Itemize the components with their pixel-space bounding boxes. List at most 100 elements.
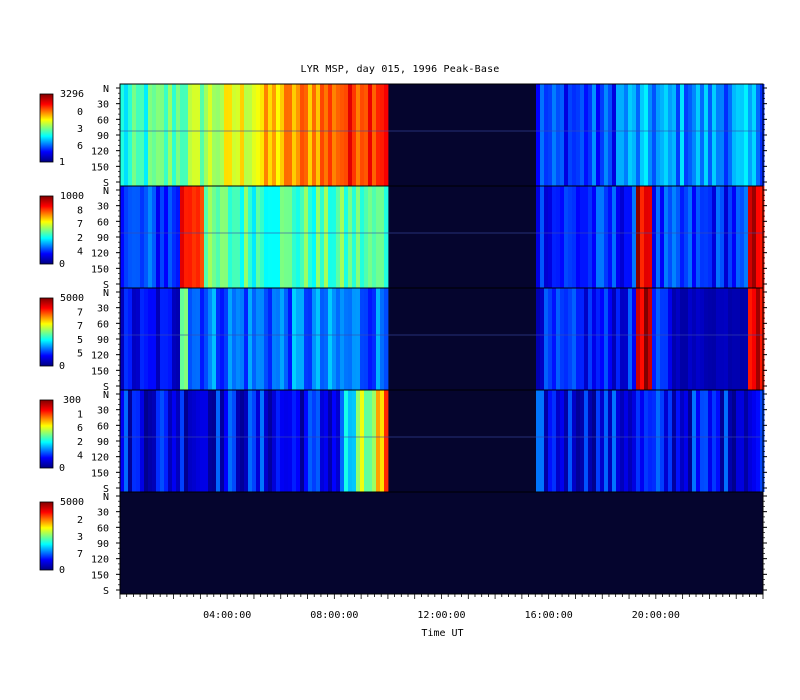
keogram-strip (368, 390, 373, 492)
keogram-strip (716, 288, 721, 390)
keogram-strip (340, 288, 345, 390)
keogram-strip (588, 186, 593, 288)
keogram-strip (572, 390, 577, 492)
colorbar-2: 1000 8 7 2 4 0 (39, 191, 84, 270)
keogram-strip (168, 390, 173, 492)
keogram-strip (756, 390, 761, 492)
keogram-strip (544, 390, 549, 492)
y-tick-label: 30 (97, 304, 109, 315)
keogram-strip (740, 84, 745, 186)
keogram-strip (568, 84, 573, 186)
keogram-strip (256, 390, 261, 492)
keogram-strip (652, 84, 657, 186)
colorbar-3: 5000 7 7 5 5 0 (39, 293, 84, 372)
keogram-strip (548, 390, 553, 492)
panel-2: N 30 60 90 120 150 S (91, 185, 767, 291)
keogram-strip (744, 84, 749, 186)
keogram-strip (648, 288, 653, 390)
keogram-strip (592, 186, 597, 288)
keogram-strip (640, 390, 645, 492)
keogram-strip (328, 390, 333, 492)
keogram-strip (592, 390, 597, 492)
keogram-strip (688, 186, 693, 288)
keogram-strip (360, 288, 365, 390)
keogram-strip (760, 288, 765, 390)
keogram-strip (140, 186, 145, 288)
keogram-strip (124, 186, 129, 288)
keogram-strip (732, 186, 737, 288)
keogram-strip (344, 186, 349, 288)
keogram-strip (360, 186, 365, 288)
keogram-strip (584, 390, 589, 492)
keogram-strip (740, 288, 745, 390)
keogram-strip (672, 288, 677, 390)
keogram-strip (312, 390, 317, 492)
keogram-strip (668, 390, 673, 492)
keogram-strip (708, 390, 713, 492)
keogram-strip (364, 288, 369, 390)
keogram-strip (236, 288, 241, 390)
keogram-strip (340, 390, 345, 492)
y-tick-label: S (103, 280, 109, 291)
y-tick-label: N (103, 186, 109, 197)
colorbar-min-label: 0 (59, 259, 65, 270)
keogram-strip (224, 84, 229, 186)
keogram-strip (556, 84, 561, 186)
keogram-strip (180, 288, 185, 390)
keogram-strip (540, 288, 545, 390)
keogram-strip (356, 288, 361, 390)
y-tick-label: S (103, 484, 109, 495)
keogram-strip (120, 186, 125, 288)
colorbar-min-label: 0 (59, 463, 65, 474)
keogram-strip (216, 186, 221, 288)
keogram-strip (692, 186, 697, 288)
keogram-strip (148, 390, 153, 492)
keogram-strip (616, 288, 621, 390)
y-tick-label: 120 (91, 249, 109, 260)
keogram-strip (124, 84, 129, 186)
colorbar-1: 3296 0 3 6 1 (39, 89, 84, 168)
keogram-strip (636, 84, 641, 186)
keogram-strip (296, 288, 301, 390)
keogram-strip (640, 186, 645, 288)
keogram-strip (264, 84, 269, 186)
keogram-strip (364, 186, 369, 288)
keogram-strip (372, 390, 377, 492)
colorbar-gradient (39, 501, 54, 571)
y-tick-label: 30 (97, 100, 109, 111)
keogram-strip (156, 390, 161, 492)
keogram-strip (548, 288, 553, 390)
keogram-strip (344, 84, 349, 186)
keogram-strip (720, 84, 725, 186)
keogram-strip (204, 186, 209, 288)
keogram-strip (616, 84, 621, 186)
keogram-strip (136, 390, 141, 492)
keogram-strip (708, 186, 713, 288)
keogram-strip (584, 186, 589, 288)
y-tick-label: 60 (97, 523, 109, 534)
keogram-strip (148, 186, 153, 288)
y-tick-label: 150 (91, 162, 109, 173)
keogram-strip (120, 84, 125, 186)
keogram-strip (696, 186, 701, 288)
keogram-strip (360, 84, 365, 186)
keogram-strip (748, 390, 753, 492)
keogram-strip (644, 186, 649, 288)
keogram-strip (756, 288, 761, 390)
colorbar-label: 3 (77, 124, 83, 135)
keogram-strip (228, 84, 233, 186)
keogram-strip (248, 288, 253, 390)
keogram-strip (552, 390, 557, 492)
keogram-strip (292, 288, 297, 390)
keogram-strip (656, 186, 661, 288)
keogram-strip (204, 84, 209, 186)
keogram-strip (732, 84, 737, 186)
keogram-strip (124, 390, 129, 492)
keogram-strip (560, 84, 565, 186)
keogram-strip (208, 186, 213, 288)
keogram-strip (664, 288, 669, 390)
keogram-strip (220, 390, 225, 492)
keogram-strip (276, 84, 281, 186)
colorbar-gradient (39, 195, 54, 265)
keogram-strip (676, 186, 681, 288)
